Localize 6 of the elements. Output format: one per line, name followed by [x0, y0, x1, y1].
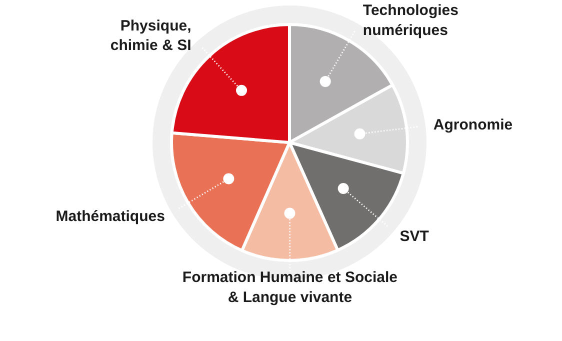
slice-label: Physique, chimie & SI: [110, 18, 192, 54]
slice-label: Mathématiques: [56, 208, 165, 226]
slice-label: Formation Humaine et Sociale & Langue vivante: [182, 269, 398, 306]
slice-label: SVT: [400, 228, 429, 246]
slice-label: Technologies numériques: [362, 2, 458, 39]
slice-label: Agronomie: [433, 116, 513, 134]
